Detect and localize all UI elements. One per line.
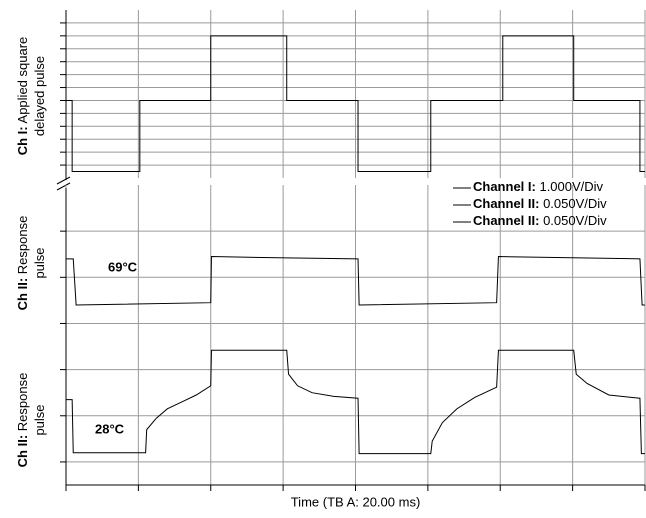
y-axis-label-text: Response <box>15 216 30 275</box>
x-axis-label: Time (TB A: 20.00 ms) <box>291 494 421 509</box>
annotation: 28°C <box>95 421 125 436</box>
legend-bold: Channel II: <box>473 213 539 228</box>
y-axis-label-text: pulse <box>32 404 47 435</box>
legend-text: 0.050V/Div <box>543 196 607 211</box>
trace <box>66 349 645 455</box>
y-axis-label-text: Applied square <box>15 37 30 124</box>
y-axis-label-prefix: Ch II: <box>15 278 30 311</box>
y-axis-label: Ch II: Response <box>15 373 30 468</box>
y-axis-label-text: pulse <box>32 247 47 278</box>
y-axis-label-prefix: Ch II: <box>15 435 30 468</box>
annotation: 69°C <box>108 259 138 274</box>
y-axis-label: delayed pulse <box>32 56 47 136</box>
y-axis-label: Ch II: Response <box>15 216 30 311</box>
legend-entry: Channel II: 0.050V/Div <box>473 196 607 211</box>
legend-entry: Channel I: 1.000V/Div <box>473 179 604 194</box>
legend-entry: Channel II: 0.050V/Div <box>473 213 607 228</box>
legend-bold: Channel I: <box>473 179 536 194</box>
y-axis-label: Ch I: Applied square <box>15 37 30 156</box>
trace <box>66 35 645 173</box>
axis-break <box>56 182 71 191</box>
legend-text: 1.000V/Div <box>539 179 603 194</box>
legend-text: 0.050V/Div <box>543 213 607 228</box>
axis-break <box>56 176 71 185</box>
legend-bold: Channel II: <box>473 196 539 211</box>
y-axis-label: pulse <box>32 404 47 435</box>
y-axis-label-text: delayed pulse <box>32 56 47 136</box>
y-axis-label-text: Response <box>15 373 30 432</box>
y-axis-label-prefix: Ch I: <box>15 126 30 155</box>
trace <box>66 256 645 306</box>
y-axis-label: pulse <box>32 247 47 278</box>
